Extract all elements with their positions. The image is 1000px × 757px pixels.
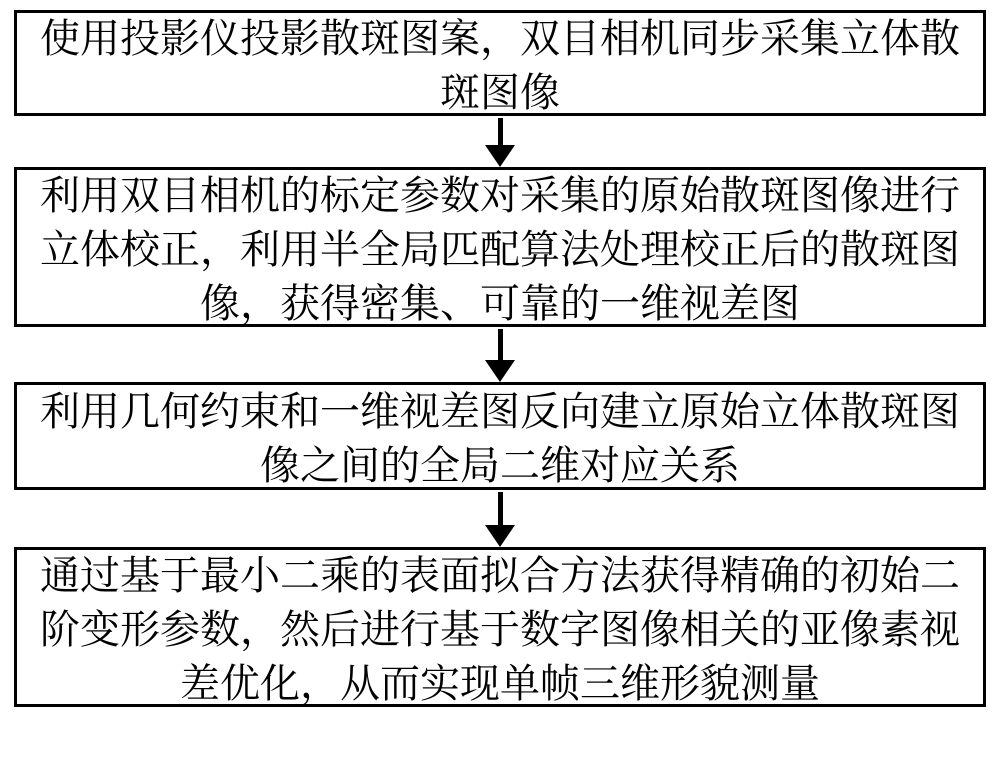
flow-node-n4: 通过基于最小二乘的表面拟合方法获得精确的初始二阶变形参数，然后进行基于数字图像相… [14, 547, 986, 707]
flow-node-text: 利用双目相机的标定参数对采集的原始散斑图像进行立体校正，利用半全局匹配算法处理校… [35, 166, 965, 328]
flow-arrow-down-icon [485, 118, 515, 167]
arrow-shaft [498, 118, 503, 146]
flow-arrow-down-icon [485, 492, 515, 547]
flow-node-text: 利用几何约束和一维视差图反向建立原始立体散斑图像之间的全局二维对应关系 [35, 382, 965, 490]
arrow-head [485, 360, 515, 382]
flow-node-n1: 使用投影仪投影散斑图案，双目相机同步采集立体散斑图像 [14, 10, 986, 116]
arrow-shaft [498, 329, 503, 361]
flowchart-container: 使用投影仪投影散斑图案，双目相机同步采集立体散斑图像利用双目相机的标定参数对采集… [0, 0, 1000, 717]
arrow-shaft [498, 492, 503, 526]
flow-node-text: 使用投影仪投影散斑图案，双目相机同步采集立体散斑图像 [35, 9, 965, 117]
flow-node-n3: 利用几何约束和一维视差图反向建立原始立体散斑图像之间的全局二维对应关系 [14, 382, 986, 490]
flow-node-n2: 利用双目相机的标定参数对采集的原始散斑图像进行立体校正，利用半全局匹配算法处理校… [14, 167, 986, 327]
flow-node-text: 通过基于最小二乘的表面拟合方法获得精确的初始二阶变形参数，然后进行基于数字图像相… [35, 546, 965, 708]
flow-arrow-down-icon [485, 329, 515, 382]
